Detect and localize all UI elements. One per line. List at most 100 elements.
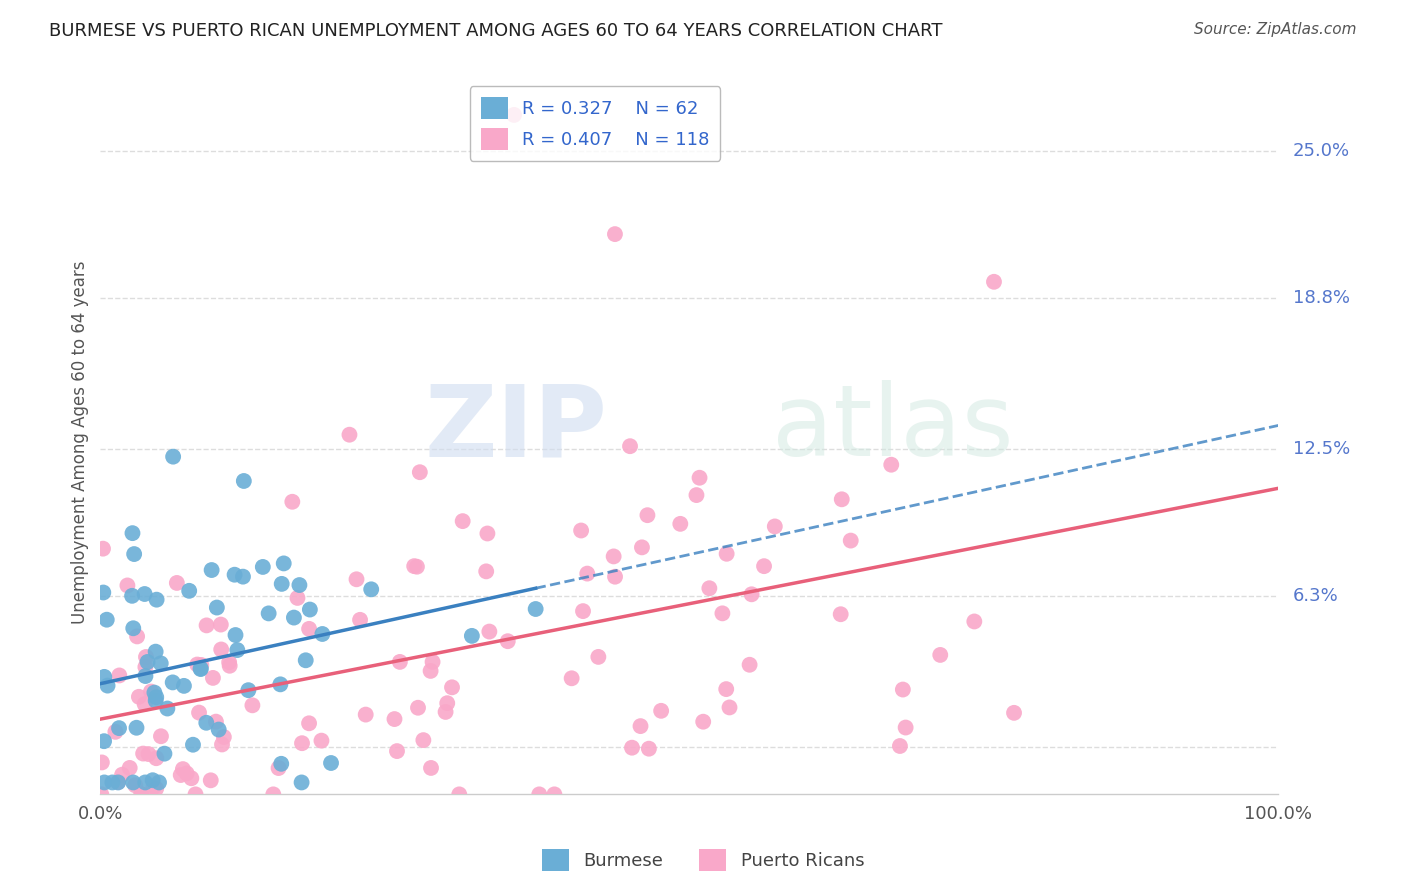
- Text: 25.0%: 25.0%: [1292, 142, 1350, 160]
- Point: [145, 781, 167, 796]
- Point: [180, 771, 202, 785]
- Point: [176, 766, 198, 780]
- Point: [621, 740, 644, 755]
- Point: [93, 670, 115, 684]
- Point: [131, 788, 153, 802]
- Point: [166, 576, 188, 591]
- Point: [104, 724, 127, 739]
- Point: [422, 655, 444, 669]
- Point: [894, 721, 917, 735]
- Point: [90, 788, 112, 802]
- Point: [208, 723, 231, 737]
- Point: [145, 690, 167, 705]
- Point: [543, 788, 565, 802]
- Point: [354, 707, 377, 722]
- Point: [212, 730, 235, 744]
- Point: [692, 714, 714, 729]
- Point: [267, 761, 290, 775]
- Point: [162, 450, 184, 464]
- Point: [134, 669, 156, 683]
- Point: [461, 629, 484, 643]
- Point: [311, 627, 333, 641]
- Point: [135, 650, 157, 665]
- Point: [298, 622, 321, 636]
- Point: [107, 775, 129, 789]
- Point: [385, 744, 408, 758]
- Point: [181, 738, 204, 752]
- Point: [173, 679, 195, 693]
- Point: [524, 602, 547, 616]
- Point: [149, 729, 172, 743]
- Point: [475, 565, 498, 579]
- Y-axis label: Unemployment Among Ages 60 to 64 years: Unemployment Among Ages 60 to 64 years: [72, 261, 89, 624]
- Point: [718, 700, 741, 714]
- Point: [689, 471, 711, 485]
- Point: [449, 788, 471, 802]
- Point: [477, 526, 499, 541]
- Point: [232, 569, 254, 583]
- Point: [122, 621, 145, 635]
- Point: [741, 587, 763, 601]
- Point: [339, 427, 361, 442]
- Point: [108, 721, 131, 735]
- Point: [269, 677, 291, 691]
- Point: [90, 756, 112, 770]
- Point: [588, 649, 610, 664]
- Point: [685, 488, 707, 502]
- Point: [218, 658, 240, 673]
- Point: [891, 682, 914, 697]
- Point: [630, 719, 652, 733]
- Point: [211, 738, 233, 752]
- Point: [209, 617, 232, 632]
- Point: [270, 756, 292, 771]
- Point: [190, 661, 212, 675]
- Point: [142, 773, 165, 788]
- Point: [281, 495, 304, 509]
- Point: [108, 668, 131, 682]
- Point: [572, 604, 595, 618]
- Point: [131, 788, 153, 802]
- Point: [93, 775, 115, 789]
- Point: [145, 693, 167, 707]
- Point: [134, 660, 156, 674]
- Point: [404, 559, 426, 574]
- Point: [311, 733, 333, 747]
- Point: [205, 714, 228, 729]
- Point: [283, 610, 305, 624]
- Point: [201, 563, 224, 577]
- Point: [346, 572, 368, 586]
- Point: [983, 275, 1005, 289]
- Point: [97, 679, 120, 693]
- Point: [195, 618, 218, 632]
- Point: [436, 696, 458, 710]
- Point: [132, 747, 155, 761]
- Point: [107, 775, 129, 789]
- Point: [156, 701, 179, 715]
- Point: [148, 775, 170, 789]
- Point: [96, 613, 118, 627]
- Point: [716, 547, 738, 561]
- Point: [412, 733, 434, 747]
- Point: [134, 775, 156, 789]
- Point: [291, 736, 314, 750]
- Point: [101, 775, 124, 789]
- Point: [273, 557, 295, 571]
- Point: [121, 526, 143, 541]
- Text: ZIP: ZIP: [425, 380, 607, 477]
- Point: [209, 642, 232, 657]
- Point: [636, 508, 658, 523]
- Point: [602, 549, 624, 564]
- Point: [142, 780, 165, 795]
- Point: [319, 756, 342, 770]
- Point: [145, 592, 167, 607]
- Point: [179, 583, 201, 598]
- Point: [889, 739, 911, 753]
- Point: [388, 655, 411, 669]
- Point: [162, 675, 184, 690]
- Point: [143, 685, 166, 699]
- Point: [186, 657, 208, 672]
- Point: [669, 516, 692, 531]
- Point: [291, 775, 314, 789]
- Point: [631, 541, 654, 555]
- Point: [122, 775, 145, 789]
